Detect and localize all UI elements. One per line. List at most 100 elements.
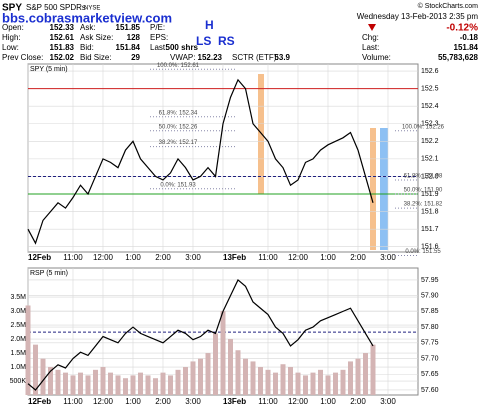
x-tick-label: 12:00: [288, 397, 309, 406]
volume-bar: [108, 372, 113, 395]
y-tick-label: 57.90: [421, 293, 439, 300]
volume-bar: [25, 305, 31, 395]
y-tick-label: 152.5: [421, 85, 439, 92]
y-tick-label: 151.9: [421, 191, 439, 198]
x-tick-label: 3:00: [380, 397, 396, 406]
field-value: 500 shrs: [166, 43, 199, 52]
volume-bar: [273, 372, 278, 395]
volume-bar: [145, 375, 151, 395]
volume-bar: [85, 375, 91, 395]
field-value: 152.33: [50, 23, 75, 32]
security-name: S&P 500 SPDRs: [26, 3, 86, 12]
field-value: 53.9: [274, 53, 290, 62]
y-tick-label: 1.0M: [10, 364, 26, 371]
highlight-bar: [370, 128, 376, 250]
volume-bar: [175, 369, 181, 395]
volume-bar: [303, 375, 308, 395]
y-tick-label: 151.7: [421, 226, 439, 233]
volume-bar: [138, 372, 143, 395]
volume-bar: [355, 358, 361, 395]
field-label: Prev Close:: [2, 53, 43, 62]
field-label: Open:: [2, 23, 24, 32]
field-value: 128: [127, 33, 141, 42]
y-tick-label: 57.95: [421, 277, 439, 284]
legend-label: RSP (5 min): [30, 270, 68, 277]
volume-bar: [190, 361, 196, 395]
y-tick-label: 3.0M: [10, 308, 26, 315]
field-value: 152.23: [198, 53, 223, 62]
x-tick-label: 13Feb: [223, 253, 246, 262]
x-tick-label: 2:00: [350, 253, 366, 262]
volume-bar: [153, 378, 158, 395]
y-tick-label: 2.0M: [10, 336, 26, 343]
volume-bar: [325, 375, 331, 395]
volume-bar: [205, 353, 211, 395]
volume-bar: [123, 378, 128, 395]
volume-bar: [250, 361, 256, 395]
x-tick-label: 3:00: [380, 253, 396, 262]
y-tick-label: 152.4: [421, 103, 439, 110]
volume-bar: [78, 372, 83, 395]
x-tick-label: 13Feb: [223, 397, 246, 406]
volume-bar: [333, 372, 338, 395]
x-tick-label: 12:00: [93, 397, 114, 406]
fib-label: 38.2%: 152.17: [159, 140, 198, 146]
volume-bar: [100, 367, 106, 395]
x-tick-label: 11:00: [258, 397, 278, 406]
field-value: 29: [131, 53, 140, 62]
y-tick-label: 152.0: [421, 173, 439, 180]
price-line: [27, 278, 374, 391]
field-label: Bid Size:: [80, 53, 112, 62]
volume-bar: [160, 372, 166, 395]
field-label: SCTR (ETF):: [232, 53, 279, 62]
volume-bar: [70, 375, 76, 395]
y-tick-label: 152.6: [421, 68, 439, 75]
fib-label: 0.0%: 151.55: [405, 249, 441, 255]
field-label: Low:: [2, 43, 19, 52]
volume-bar: [288, 367, 293, 395]
x-tick-label: 1:00: [125, 397, 141, 406]
copyright: © StockCharts.com: [418, 2, 479, 10]
volume-bar: [198, 358, 203, 395]
volume-bar: [340, 369, 346, 395]
fib-label: 100.0%: 152.61: [157, 63, 200, 69]
y-tick-label: 151.8: [421, 208, 439, 215]
field-value: 151.83: [50, 43, 75, 52]
volume-bar: [63, 372, 68, 395]
field-label: VWAP:: [170, 53, 195, 62]
x-tick-label: 12:00: [93, 253, 114, 262]
x-tick-label: 2:00: [350, 397, 366, 406]
pattern-label: RS: [218, 34, 235, 48]
down-arrow: [368, 24, 376, 31]
y-tick-label: 2.5M: [10, 322, 26, 329]
volume-bar: [115, 375, 121, 395]
y-tick-label: 152.3: [421, 121, 439, 128]
x-tick-label: 2:00: [155, 397, 171, 406]
pattern-label: LS: [196, 34, 211, 48]
pattern-label: H: [205, 18, 214, 32]
price-line: [27, 78, 374, 245]
x-tick-label: 11:00: [63, 397, 83, 406]
highlight-bar: [380, 128, 388, 250]
volume-bar: [93, 369, 98, 395]
y-tick-label: 57.70: [421, 355, 439, 362]
field-label: Bid:: [80, 43, 94, 52]
change-pct: -0.12%: [446, 23, 478, 34]
volume-bar: [258, 367, 263, 395]
fib-label: 100.0%: 152.26: [402, 124, 445, 130]
field-label: Last:: [362, 43, 379, 52]
field-value: 152.02: [50, 53, 75, 62]
x-tick-label: 3:00: [185, 253, 201, 262]
volume-bar: [48, 367, 53, 395]
y-tick-label: 3.5M: [10, 294, 26, 301]
field-label: P/E:: [150, 23, 165, 32]
x-tick-label: 1:00: [125, 253, 141, 262]
field-label: Volume:: [362, 53, 391, 62]
volume-bar: [363, 353, 368, 395]
x-tick-label: 3:00: [185, 397, 201, 406]
symbol: SPY: [2, 3, 22, 14]
x-tick-label: 2:00: [155, 253, 171, 262]
fib-label: 50.0%: 152.26: [159, 124, 198, 130]
field-label: Last:: [150, 43, 167, 52]
